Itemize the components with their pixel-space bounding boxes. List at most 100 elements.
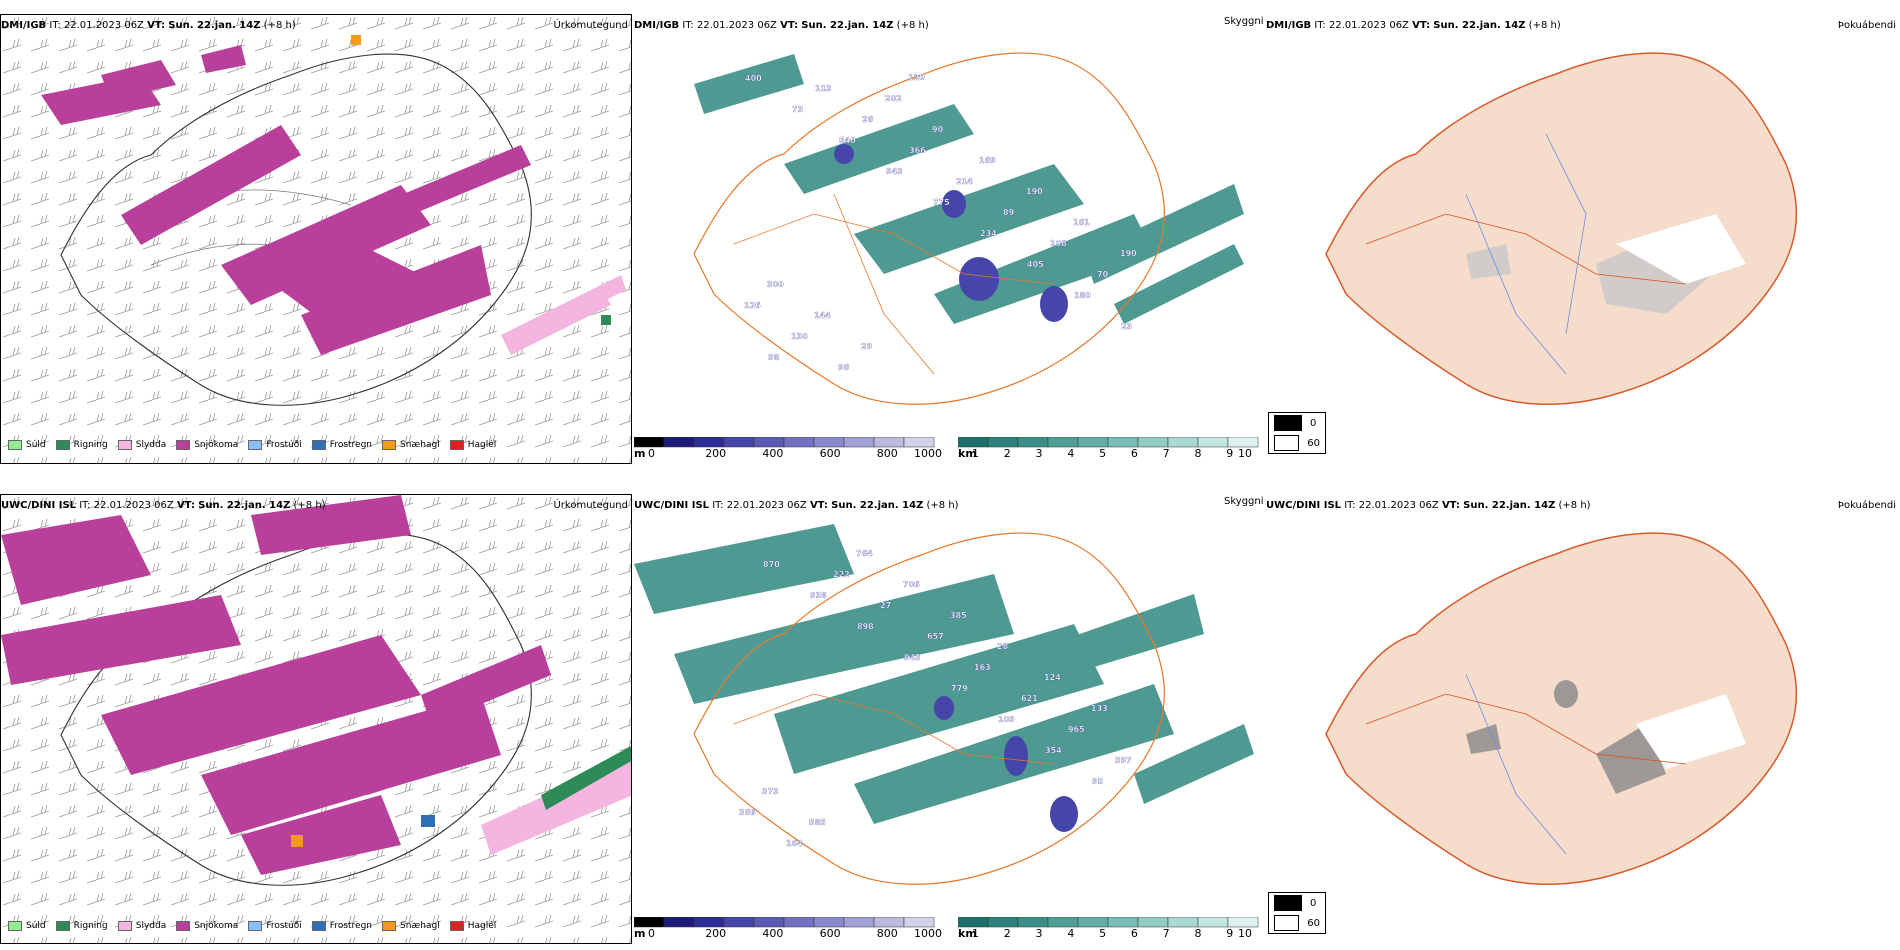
fog-map-svg-top (1325, 52, 1798, 405)
precip-title-bottom: UWC/DINI ISL IT: 22.01.2023 06Z VT: Sun.… (1, 500, 326, 511)
ceiling-label: 943 (904, 653, 921, 662)
legend-item-rigning: Rigning (55, 440, 108, 450)
colorbar-cell (1167, 917, 1199, 928)
vis-panel-name-bottom: Skyggni (1224, 496, 1264, 507)
colorbar-cell (723, 437, 755, 448)
colorbar-cell (1047, 437, 1079, 448)
colorbar-cell (663, 437, 695, 448)
legend-item-haglél: Haglél (449, 440, 497, 450)
colorbar-cell (1047, 917, 1079, 928)
ceiling-label: 190 (1120, 249, 1137, 258)
colorbar-cell (1077, 917, 1109, 928)
ceiling-label: 405 (1027, 260, 1044, 269)
precip-legend-bottom: Súld Rigning Slydda Snjókoma Frostúði Frostre… (8, 921, 496, 931)
colorbar-cell (634, 437, 665, 448)
ceiling-label: 70 (1097, 270, 1109, 279)
fog-legend-swatch (1274, 915, 1300, 931)
legend-item-frostregn: Frostregn (311, 921, 373, 931)
legend-label: Rigning (73, 921, 108, 931)
ceiling-colorbar-bottom (634, 917, 935, 928)
colorbar-cell (1107, 437, 1139, 448)
ceiling-label: 965 (1068, 725, 1085, 734)
precip-panel-name-bottom: Úrkomutegund (553, 500, 628, 511)
fog-legend-row: 0 (1269, 413, 1325, 433)
legend-label: Frostregn (329, 921, 373, 931)
ceiling-label: 130 (791, 332, 808, 341)
colorbar-tick: 200 (705, 447, 727, 460)
colorbar-cell (903, 917, 935, 928)
colorbar-tick: 3 (1035, 447, 1043, 460)
colorbar-cell (693, 917, 725, 928)
legend-swatch (117, 921, 132, 931)
colorbar-cell (783, 437, 815, 448)
legend-item-frostúði: Frostúði (248, 440, 302, 450)
ceiling-label: 98 (768, 353, 780, 362)
legend-swatch (248, 921, 263, 931)
ceiling-label: 585 (809, 818, 826, 827)
legend-swatch (55, 440, 70, 450)
fog-legend-swatch (1274, 895, 1302, 911)
colorbar-tick: 6 (1130, 447, 1138, 460)
precip-legend-top: Súld Rigning Slydda Snjókoma Frostúði Frostre… (8, 440, 496, 450)
colorbar-cell (663, 917, 695, 928)
fog-legend-label: 60 (1307, 917, 1320, 929)
ceiling-label: 120 (908, 73, 925, 82)
ceiling-label: 385 (950, 611, 967, 620)
legend-swatch (8, 921, 22, 931)
ceiling-label: 180 (1074, 291, 1091, 300)
precip-panel-top: DMI/IGB IT: 22.01.2023 06Z VT: Sun. 22.j… (0, 14, 632, 464)
colorbar-cell (1017, 437, 1049, 448)
legend-label: Haglél (467, 440, 497, 450)
ceiling-label: 126 (744, 301, 761, 310)
ceiling-label: 90 (932, 125, 944, 134)
colorbar-cell (873, 437, 905, 448)
colorbar-tick: 1000 (914, 927, 942, 940)
ceiling-label: 23 (1121, 322, 1132, 331)
precip-panel-bottom: UWC/DINI ISL IT: 22.01.2023 06Z VT: Sun.… (0, 494, 632, 944)
ceiling-label: 397 (1115, 756, 1132, 765)
ceiling-label: 400 (745, 74, 762, 83)
colorbar-tick: 10 (1238, 447, 1252, 460)
legend-item-snjókoma: Snjókoma (176, 440, 238, 450)
ceiling-label: 109 (998, 715, 1015, 724)
legend-label: Súld (26, 440, 46, 450)
legend-swatch (449, 921, 464, 931)
precip-panel-name-top: Úrkomutegund (553, 20, 628, 31)
legend-item-snæhagl: Snæhagl (382, 921, 440, 931)
colorbar-tick: 1000 (914, 447, 942, 460)
vis-title-top: DMI/IGB IT: 22.01.2023 06Z VT: Sun. 22.j… (634, 20, 929, 31)
legend-label: Frostúði (266, 921, 302, 931)
fog-panel-name-top: Þokuábendi (1837, 20, 1896, 31)
legend-swatch (248, 440, 263, 450)
ceiling-label: 354 (1045, 746, 1062, 755)
colorbar-tick: 600 (819, 927, 841, 940)
ceiling-label: 657 (927, 632, 944, 641)
ceiling-label: 779 (951, 684, 968, 693)
colorbar-cell (1227, 917, 1259, 928)
ceiling-label: 28 (997, 642, 1009, 651)
legend-swatch (311, 440, 326, 450)
colorbar-tick: 800 (876, 447, 898, 460)
colorbar-cell (843, 437, 875, 448)
legend-swatch (176, 440, 191, 450)
fog-legend-label: 0 (1310, 897, 1317, 909)
colorbar-cell (1167, 437, 1199, 448)
ceiling-label: 202 (885, 94, 902, 103)
fog-title-bottom: UWC/DINI ISL IT: 22.01.2023 06Z VT: Sun.… (1266, 500, 1591, 511)
colorbar-tick: 3 (1035, 927, 1043, 940)
fog-panel-bottom: UWC/DINI ISL IT: 22.01.2023 06Z VT: Sun.… (1266, 494, 1900, 914)
legend-label: Slydda (135, 921, 167, 931)
ceiling-label: 943 (886, 167, 903, 176)
ceiling-label: 300 (767, 280, 784, 289)
snow-bands-bottom (1, 495, 551, 875)
ceiling-label: 190 (1026, 187, 1043, 196)
ceiling-label: 234 (980, 229, 997, 238)
legend-item-rigning: Rigning (55, 921, 108, 931)
colorbar-tick: 0 (648, 927, 655, 940)
precip-map-bottom (0, 494, 632, 944)
colorbar-cell (753, 437, 785, 448)
ceiling-label: 366 (739, 808, 756, 817)
vis-colorbar-bottom (958, 917, 1259, 928)
ceiling-label: 26 (862, 115, 874, 124)
legend-swatch (449, 440, 464, 450)
